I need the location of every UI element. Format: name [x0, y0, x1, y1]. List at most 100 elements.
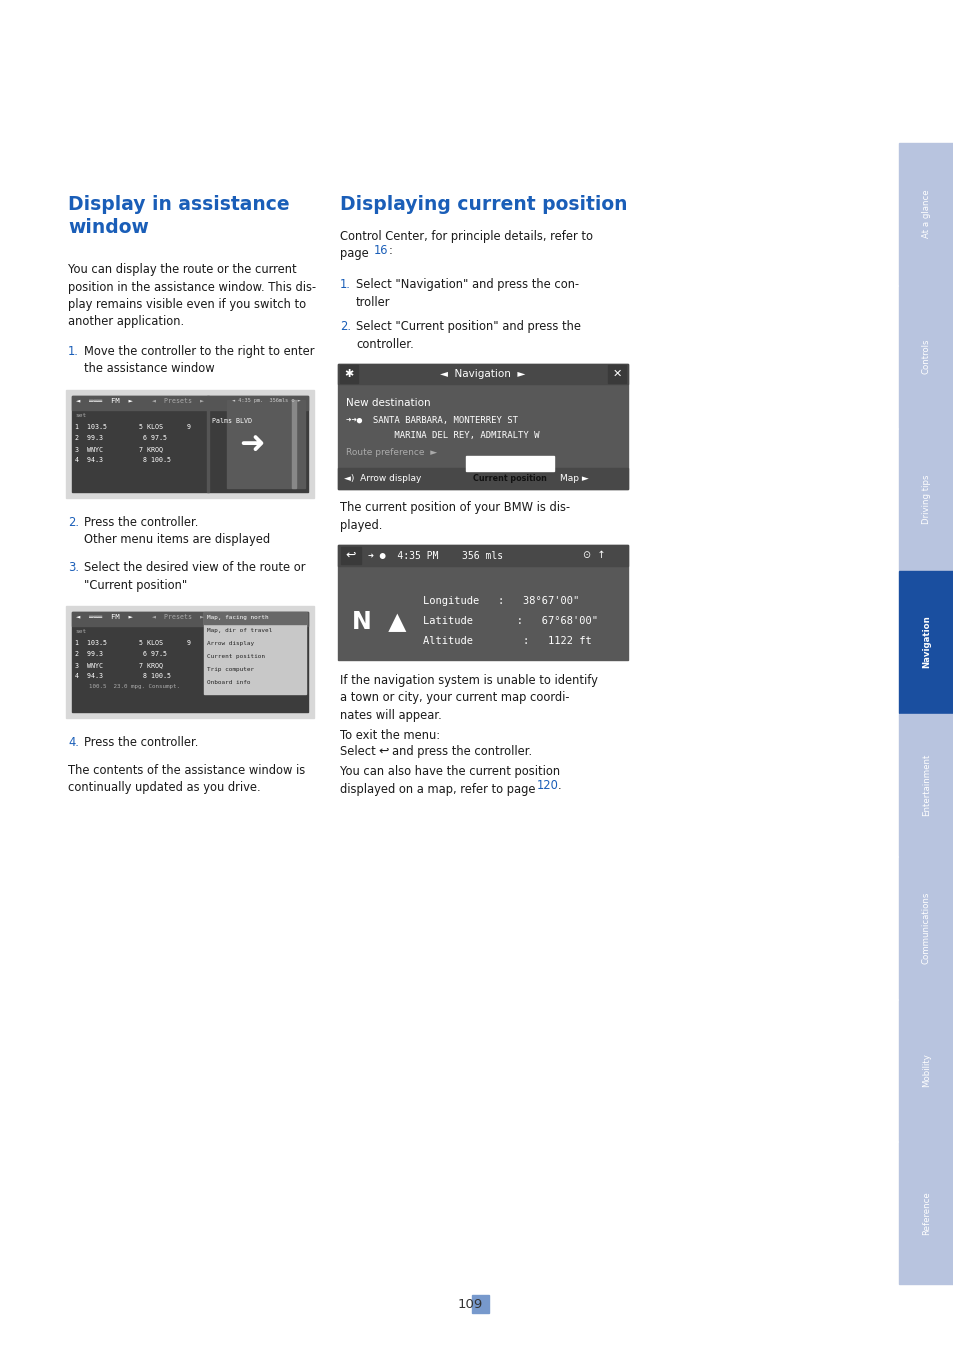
Bar: [337, 363, 627, 489]
Text: ➜: ➜: [239, 430, 265, 458]
Text: ◄  Navigation  ►: ◄ Navigation ►: [440, 369, 525, 380]
Text: .: .: [558, 780, 561, 792]
Text: Select: Select: [339, 744, 379, 758]
Text: 120: 120: [537, 780, 558, 792]
Text: Controls: Controls: [921, 339, 930, 374]
Bar: [66, 607, 314, 717]
Text: 1.: 1.: [68, 345, 79, 358]
Text: Map, dir of travel: Map, dir of travel: [207, 628, 272, 634]
Bar: [898, 713, 953, 855]
Text: 109: 109: [456, 1297, 482, 1310]
Bar: [898, 286, 953, 427]
Bar: [66, 390, 314, 499]
Text: ➜ ●  4:35 PM    356 mls: ➜ ● 4:35 PM 356 mls: [368, 550, 502, 561]
Text: 3  WNYC         7 KROQ: 3 WNYC 7 KROQ: [75, 662, 163, 667]
Bar: [71, 396, 308, 409]
Text: 4  94.3          8 100.5: 4 94.3 8 100.5: [75, 673, 171, 680]
Bar: [607, 365, 625, 382]
Text: Trip computer: Trip computer: [207, 667, 253, 671]
Text: The current position of your BMW is dis-
played.: The current position of your BMW is dis-…: [339, 501, 570, 531]
Text: Mobility: Mobility: [921, 1054, 930, 1088]
Text: Entertainment: Entertainment: [921, 754, 930, 816]
Text: 1.: 1.: [339, 278, 351, 290]
Text: Navigation: Navigation: [921, 616, 930, 669]
Text: Display in assistance
window: Display in assistance window: [68, 195, 290, 236]
Text: Map, facing north: Map, facing north: [207, 615, 269, 620]
Text: Press the controller.: Press the controller.: [84, 736, 198, 748]
Text: ◄  Presets  ►: ◄ Presets ►: [152, 613, 204, 620]
Text: 1  103.5        5 KLOS      9: 1 103.5 5 KLOS 9: [75, 640, 191, 646]
Text: Select the desired view of the route or
"Current position": Select the desired view of the route or …: [84, 561, 305, 592]
Bar: [337, 363, 627, 384]
Text: Driving tips: Driving tips: [921, 474, 930, 524]
Text: 4.: 4.: [68, 736, 79, 748]
Text: set: set: [75, 630, 86, 634]
Bar: [337, 467, 627, 489]
Text: N  ▲: N ▲: [352, 609, 406, 634]
Bar: [71, 612, 308, 626]
Text: Reference: Reference: [921, 1192, 930, 1235]
Text: Control Center, for principle details, refer to
page: Control Center, for principle details, r…: [339, 230, 593, 261]
Text: If the navigation system is unable to identify
a town or city, your current map : If the navigation system is unable to id…: [339, 674, 598, 721]
Text: Current position: Current position: [207, 654, 265, 659]
Text: and press the controller.: and press the controller.: [392, 744, 532, 758]
Text: Select "Navigation" and press the con-
troller: Select "Navigation" and press the con- t…: [355, 278, 578, 308]
Bar: [898, 143, 953, 285]
Text: At a glance: At a glance: [921, 189, 930, 238]
Text: Longitude   :   38°67'00": Longitude : 38°67'00": [422, 596, 578, 607]
Bar: [204, 612, 306, 694]
Text: Arrow display: Arrow display: [207, 640, 253, 646]
Bar: [340, 547, 360, 563]
Text: ◄ 4:35 pm.  356mls ⊙ ►: ◄ 4:35 pm. 356mls ⊙ ►: [232, 399, 300, 403]
Bar: [227, 400, 305, 488]
Bar: [71, 396, 308, 492]
Bar: [292, 400, 295, 488]
Text: ◄)  Arrow display: ◄) Arrow display: [344, 474, 421, 484]
Text: Palms BLVD: Palms BLVD: [212, 417, 252, 424]
Text: 1  103.5        5 KLOS      9: 1 103.5 5 KLOS 9: [75, 424, 191, 430]
Text: MARINA DEL REY, ADMIRALTY W: MARINA DEL REY, ADMIRALTY W: [346, 431, 539, 440]
Bar: [71, 612, 308, 712]
Text: Select "Current position" and press the
controller.: Select "Current position" and press the …: [355, 320, 580, 350]
Bar: [339, 365, 357, 382]
Text: 100.5  23.0 mpg. Consumpt.: 100.5 23.0 mpg. Consumpt.: [75, 684, 180, 689]
Text: Route preference  ►: Route preference ►: [346, 449, 436, 457]
Text: You can also have the current position
displayed on a map, refer to page: You can also have the current position d…: [339, 765, 559, 796]
Bar: [472, 1296, 489, 1313]
Text: ✕: ✕: [612, 369, 621, 380]
Text: ➜➜●  SANTA BARBARA, MONTERREY ST: ➜➜● SANTA BARBARA, MONTERREY ST: [346, 416, 517, 426]
Text: ↩: ↩: [377, 744, 388, 758]
Text: ◄  ═══  FM  ►: ◄ ═══ FM ►: [76, 613, 132, 620]
Text: 2.: 2.: [68, 516, 79, 530]
Text: The contents of the assistance window is
continually updated as you drive.: The contents of the assistance window is…: [68, 765, 305, 794]
Text: Move the controller to the right to enter
the assistance window: Move the controller to the right to ente…: [84, 345, 314, 376]
Text: 2.: 2.: [339, 320, 351, 332]
Bar: [898, 857, 953, 998]
Text: Current position: Current position: [473, 474, 546, 484]
Text: To exit the menu:: To exit the menu:: [339, 730, 439, 742]
Text: ↩: ↩: [345, 549, 355, 562]
Text: ◄  Presets  ►: ◄ Presets ►: [152, 399, 204, 404]
Text: 2  99.3          6 97.5: 2 99.3 6 97.5: [75, 651, 167, 657]
Text: Communications: Communications: [921, 892, 930, 963]
Bar: [465, 457, 554, 471]
Text: ✱: ✱: [344, 369, 354, 380]
Text: Displaying current position: Displaying current position: [339, 195, 627, 213]
Text: set: set: [75, 413, 86, 417]
Bar: [337, 544, 627, 661]
Bar: [898, 1000, 953, 1142]
Text: 3  WNYC         7 KROQ: 3 WNYC 7 KROQ: [75, 446, 163, 453]
Text: Altitude        :   1122 ft: Altitude : 1122 ft: [422, 636, 591, 646]
Text: Latitude       :   67°68'00": Latitude : 67°68'00": [422, 616, 598, 626]
Bar: [207, 396, 209, 492]
Bar: [337, 544, 627, 566]
Text: ⊙  ↑: ⊙ ↑: [582, 550, 605, 561]
Text: Map ►: Map ►: [559, 474, 588, 484]
Text: ◄  ═══  FM  ►: ◄ ═══ FM ►: [76, 399, 132, 404]
Text: You can display the route or the current
position in the assistance window. This: You can display the route or the current…: [68, 263, 315, 328]
Text: 2  99.3          6 97.5: 2 99.3 6 97.5: [75, 435, 167, 440]
Text: :: :: [389, 245, 393, 257]
Text: New destination: New destination: [346, 399, 430, 408]
Bar: [898, 1142, 953, 1283]
Bar: [204, 612, 306, 624]
